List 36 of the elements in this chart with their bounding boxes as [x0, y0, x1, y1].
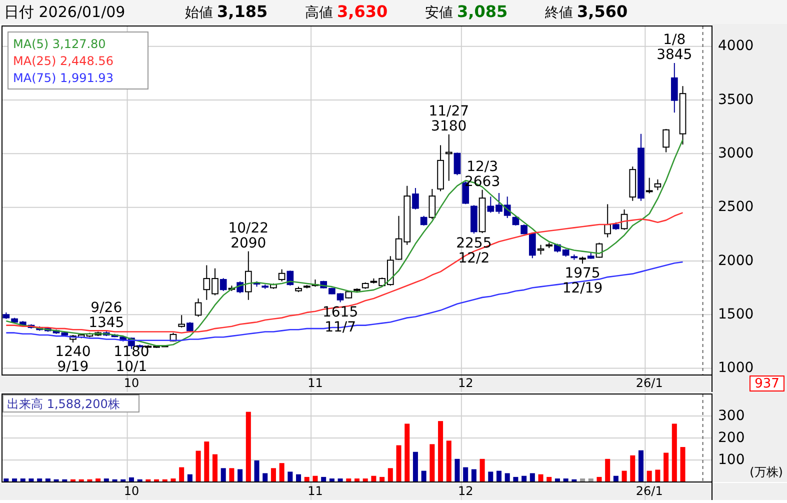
annotation: 1975 12/19 — [562, 266, 603, 297]
x-tick-label: 10 — [124, 376, 140, 390]
annotation: 1/8 3845 — [656, 32, 692, 64]
annotation: 10/22 2090 — [228, 220, 269, 252]
annotation: 1240 9/19 — [55, 344, 91, 375]
annotation: 9/26 1345 — [88, 300, 124, 332]
x-tick-label: 10 — [124, 484, 140, 498]
y-axis-title: (万株) — [750, 465, 783, 479]
annotation: 1180 10/1 — [114, 344, 150, 375]
text: 高値 3,630 — [305, 2, 388, 21]
y-tick-label: 2500 — [718, 199, 754, 216]
chart-title: 日付 2026/01/09 — [4, 3, 126, 21]
annotation: 12/3 2663 — [464, 158, 500, 190]
legend: MA(5) 3,127.80 MA(25) 2,448.56 MA(75) 1,991.93 — [8, 32, 148, 90]
y-tick-label: 1000 — [718, 360, 754, 376]
chart-title: 出来高 1,588,200株 — [7, 397, 120, 411]
y-tick-label: 2000 — [718, 252, 754, 269]
x-tick-label: 11 — [308, 484, 323, 498]
y-tick-label: 3000 — [718, 146, 754, 162]
x-tick-label: 12 — [458, 484, 474, 498]
x-tick-label: 26/1 — [636, 484, 663, 498]
y-tick-label: 100 — [718, 452, 745, 468]
annotation: 2255 12/2 — [456, 236, 492, 267]
annotation: 11/27 3180 — [428, 103, 470, 134]
text: 始値 3,185 — [185, 2, 268, 21]
y-tick-label: 1500 — [718, 306, 754, 322]
x-tick-label: 11 — [308, 376, 323, 390]
y-tick-label: 200 — [718, 430, 745, 446]
text: 安値 3,085 — [425, 2, 508, 21]
text: 937 — [754, 376, 780, 392]
y-tick-label: 3500 — [718, 92, 754, 108]
y-tick-label: 300 — [718, 408, 745, 424]
y-tick-label: 4000 — [718, 38, 754, 54]
x-tick-label: 26/1 — [636, 376, 663, 390]
x-tick-label: 12 — [458, 376, 474, 390]
text: 終値 3,560 — [544, 2, 628, 21]
